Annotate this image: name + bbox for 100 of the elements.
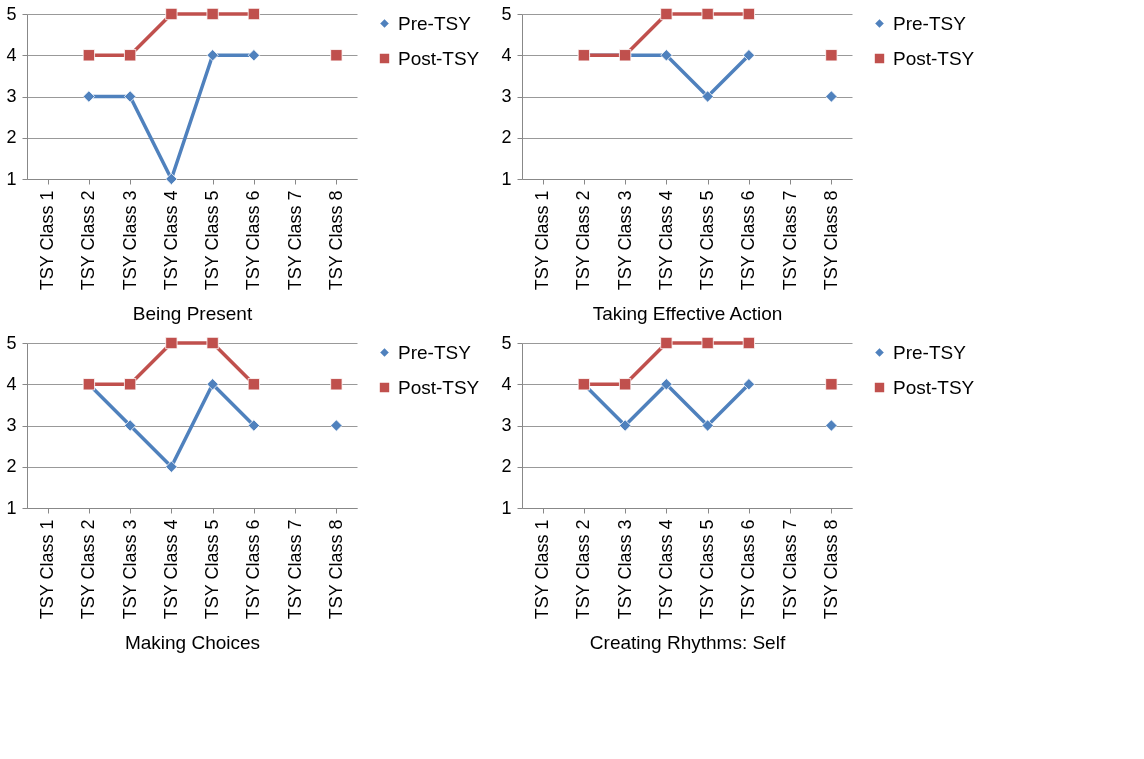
point <box>206 7 219 21</box>
point <box>825 419 838 432</box>
point <box>206 378 219 391</box>
point <box>124 90 137 103</box>
point <box>742 378 755 391</box>
y-tick-label: 3 <box>6 86 17 106</box>
x-tick-label: TSY Class 6 <box>738 190 759 291</box>
x-tick-label: TSY Class 4 <box>655 190 676 291</box>
y-tick-label: 5 <box>501 3 512 24</box>
y-tick-label: 2 <box>501 127 512 148</box>
point <box>82 49 95 62</box>
x-tick-label: TSY Class 5 <box>202 190 223 291</box>
point <box>701 7 714 21</box>
point <box>660 49 673 62</box>
y-tick-label: 1 <box>6 497 17 518</box>
point <box>619 378 632 391</box>
x-tick-label: TSY Class 4 <box>160 519 181 620</box>
x-tick-label: TSY Class 7 <box>779 190 800 291</box>
x-axis-title: Taking Effective Action <box>592 302 783 324</box>
y-tick-label: 4 <box>6 44 17 65</box>
y-tick-label: 1 <box>501 497 512 518</box>
y-tick-label: 5 <box>6 3 17 24</box>
y-tick-label: 2 <box>501 456 512 477</box>
legend-label: Pre-TSY <box>398 341 472 363</box>
x-tick-label: TSY Class 7 <box>779 519 800 620</box>
point <box>742 49 755 62</box>
x-tick-label: TSY Class 3 <box>614 190 635 291</box>
point <box>330 378 343 391</box>
x-tick-label: TSY Class 5 <box>697 190 718 291</box>
point <box>247 7 260 21</box>
x-tick-label: TSY Class 5 <box>202 519 223 620</box>
x-tick-label: TSY Class 8 <box>325 519 346 620</box>
legend-label: Post-TSY <box>893 376 975 398</box>
legend-label: Pre-TSY <box>398 12 472 34</box>
legend-label: Pre-TSY <box>893 341 967 363</box>
point <box>701 90 714 103</box>
point <box>660 7 673 21</box>
point <box>330 49 343 62</box>
x-tick-label: TSY Class 8 <box>820 190 841 291</box>
point <box>825 90 838 103</box>
point <box>206 336 219 350</box>
x-tick-label: TSY Class 1 <box>37 519 58 620</box>
point <box>660 336 673 350</box>
x-tick-label: TSY Class 2 <box>573 519 594 620</box>
x-tick-label: TSY Class 7 <box>284 519 305 620</box>
point <box>247 419 260 432</box>
x-tick-label: TSY Class 3 <box>119 190 140 291</box>
x-tick-label: TSY Class 8 <box>325 190 346 291</box>
y-tick-label: 1 <box>501 168 512 189</box>
x-tick-label: TSY Class 2 <box>573 190 594 291</box>
point <box>825 49 838 62</box>
point <box>206 49 219 62</box>
x-axis-title: Making Choices <box>124 631 261 653</box>
x-tick-label: TSY Class 1 <box>532 190 553 291</box>
point <box>165 460 178 473</box>
x-tick-label: TSY Class 4 <box>160 190 181 291</box>
point <box>124 378 137 391</box>
y-tick-label: 5 <box>501 332 512 353</box>
point <box>660 378 673 391</box>
x-tick-label: TSY Class 8 <box>820 519 841 620</box>
point <box>165 172 178 186</box>
point <box>124 419 137 432</box>
point <box>701 419 714 432</box>
point <box>165 336 178 350</box>
point <box>742 7 755 21</box>
y-tick-label: 3 <box>6 415 17 435</box>
x-axis-title: Being Present <box>132 302 253 324</box>
point <box>619 419 632 432</box>
x-tick-label: TSY Class 6 <box>738 519 759 620</box>
y-tick-label: 4 <box>6 373 17 394</box>
x-tick-label: TSY Class 5 <box>697 519 718 620</box>
legend-label: Post-TSY <box>893 47 975 69</box>
legend-label: Post-TSY <box>398 47 480 69</box>
point <box>165 7 178 21</box>
legend-label: Pre-TSY <box>893 12 967 34</box>
y-tick-label: 3 <box>501 415 512 435</box>
point <box>701 336 714 350</box>
x-tick-label: TSY Class 4 <box>655 519 676 620</box>
x-tick-label: TSY Class 2 <box>78 190 99 291</box>
y-tick-label: 1 <box>6 168 17 189</box>
x-tick-label: TSY Class 3 <box>119 519 140 620</box>
y-tick-label: 2 <box>6 456 17 477</box>
point <box>247 378 260 391</box>
point <box>742 336 755 350</box>
y-tick-label: 2 <box>6 127 17 148</box>
x-tick-label: TSY Class 6 <box>243 519 264 620</box>
legend-label: Post-TSY <box>398 376 480 398</box>
y-tick-label: 4 <box>501 373 512 394</box>
x-tick-label: TSY Class 7 <box>284 190 305 291</box>
point <box>330 419 343 432</box>
y-tick-label: 3 <box>501 86 512 106</box>
y-tick-label: 5 <box>6 332 17 353</box>
point <box>247 49 260 62</box>
point <box>124 49 137 62</box>
x-tick-label: TSY Class 1 <box>37 190 58 291</box>
x-tick-label: TSY Class 6 <box>243 190 264 291</box>
point <box>825 378 838 391</box>
y-tick-label: 4 <box>501 44 512 65</box>
x-axis-title: Creating Rhythms: Self <box>589 631 786 653</box>
x-tick-label: TSY Class 3 <box>614 519 635 620</box>
